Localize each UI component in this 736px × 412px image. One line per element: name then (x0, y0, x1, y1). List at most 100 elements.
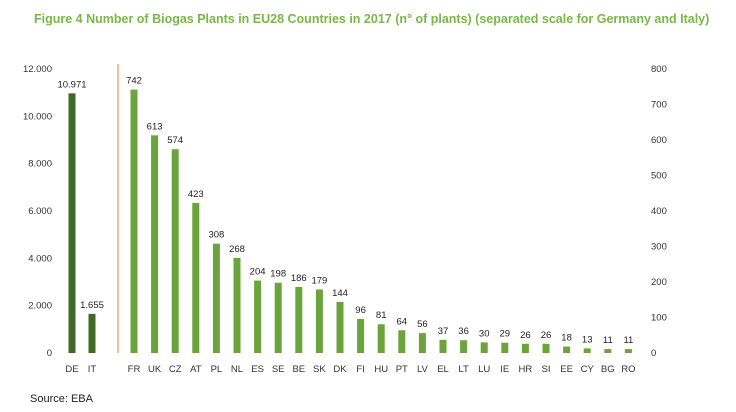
category-label: FI (356, 364, 364, 375)
data-label: 56 (417, 319, 428, 330)
data-label: 186 (291, 273, 307, 284)
bar-SI (542, 343, 550, 353)
data-label: 29 (500, 329, 511, 340)
bar-AT (192, 202, 200, 353)
left-bars: 10.971 DE 1.655 IT (57, 79, 103, 375)
bar-DE (68, 93, 76, 353)
data-label: 96 (355, 305, 366, 316)
data-label: 742 (126, 76, 142, 87)
category-label: AT (190, 364, 202, 375)
bar-PT (398, 330, 406, 353)
bar-CY (583, 348, 591, 353)
category-label: SK (313, 364, 326, 375)
category-label: IT (88, 364, 97, 375)
data-label: 37 (438, 326, 449, 337)
right-y-axis: 0 100 200 300 400 500 600 700 800 (651, 64, 667, 359)
right-bars: 742 FR 613 UK 574 CZ 423 AT 308 PL 268 NL 204 ES 198 SE… (126, 76, 635, 375)
right-tick-label: 300 (651, 242, 667, 253)
bar-LV (418, 333, 426, 353)
data-label: 179 (311, 275, 327, 286)
category-label: IE (500, 364, 509, 375)
bar-LU (480, 342, 488, 353)
data-label: 18 (561, 333, 572, 344)
left-tick-label: 2.000 (28, 301, 52, 312)
bar-DK (336, 301, 344, 353)
category-label: LV (417, 364, 429, 375)
category-label: DK (333, 364, 347, 375)
data-label: 13 (582, 334, 593, 345)
bar-ES (254, 280, 262, 353)
data-label: 1.655 (80, 300, 104, 311)
left-y-axis: 0 2.000 4.000 6.000 8.000 10.000 12.000 (23, 64, 52, 359)
right-tick-label: 100 (651, 313, 667, 324)
left-tick-label: 12.000 (23, 64, 52, 75)
data-label: 423 (188, 189, 204, 200)
data-label: 30 (479, 328, 490, 339)
bar-RO (624, 349, 632, 353)
category-label: NL (231, 364, 243, 375)
category-label: DE (65, 364, 78, 375)
bar-SK (315, 289, 323, 353)
left-tick-label: 8.000 (28, 159, 52, 170)
data-label: 308 (208, 230, 224, 241)
bar-HR (521, 343, 529, 353)
category-label: SE (272, 364, 285, 375)
category-label: BG (601, 364, 615, 375)
left-tick-label: 10.000 (23, 111, 52, 122)
left-tick-label: 4.000 (28, 253, 52, 264)
bar-NL (233, 257, 241, 353)
data-label: 613 (147, 121, 163, 132)
bar-IT (88, 313, 96, 353)
right-tick-label: 700 (651, 100, 667, 111)
source-note: Source: EBA (30, 393, 93, 405)
data-label: 10.971 (57, 79, 86, 90)
category-label: LU (478, 364, 490, 375)
bar-SE (274, 282, 282, 353)
bar-EE (563, 346, 571, 353)
data-label: 144 (332, 288, 348, 299)
data-label: 26 (541, 330, 552, 341)
data-label: 11 (623, 335, 633, 346)
bar-HU (377, 324, 385, 353)
category-label: FR (128, 364, 141, 375)
bar-UK (151, 135, 159, 353)
bar-BE (295, 286, 303, 353)
bar-FI (357, 318, 365, 353)
bar-CZ (171, 149, 179, 353)
category-label: HU (374, 364, 388, 375)
category-label: RO (621, 364, 635, 375)
data-label: 268 (229, 244, 245, 255)
left-tick-label: 6.000 (28, 206, 52, 217)
category-label: EL (437, 364, 449, 375)
right-tick-label: 500 (651, 171, 667, 182)
category-label: ES (251, 364, 264, 375)
left-tick-label: 0 (47, 348, 52, 359)
right-tick-label: 400 (651, 206, 667, 217)
category-label: SI (542, 364, 551, 375)
category-label: BE (292, 364, 305, 375)
category-label: LT (458, 364, 469, 375)
data-label: 64 (397, 316, 408, 327)
category-label: CY (581, 364, 595, 375)
bar-FR (130, 89, 138, 353)
bar-EL (439, 339, 447, 353)
data-label: 36 (458, 326, 469, 337)
right-tick-label: 0 (651, 348, 656, 359)
category-label: PT (396, 364, 408, 375)
data-label: 81 (376, 310, 387, 321)
right-tick-label: 200 (651, 277, 667, 288)
category-label: PL (211, 364, 223, 375)
category-label: UK (148, 364, 162, 375)
bar-PL (212, 243, 220, 353)
right-tick-label: 600 (651, 135, 667, 146)
category-label: EE (560, 364, 573, 375)
data-label: 574 (167, 135, 183, 146)
right-tick-label: 800 (651, 64, 667, 75)
data-label: 198 (270, 269, 286, 280)
category-label: CZ (169, 364, 182, 375)
category-label: HR (519, 364, 533, 375)
bar-IE (501, 342, 509, 353)
bar-BG (604, 349, 612, 353)
data-label: 204 (250, 267, 266, 278)
